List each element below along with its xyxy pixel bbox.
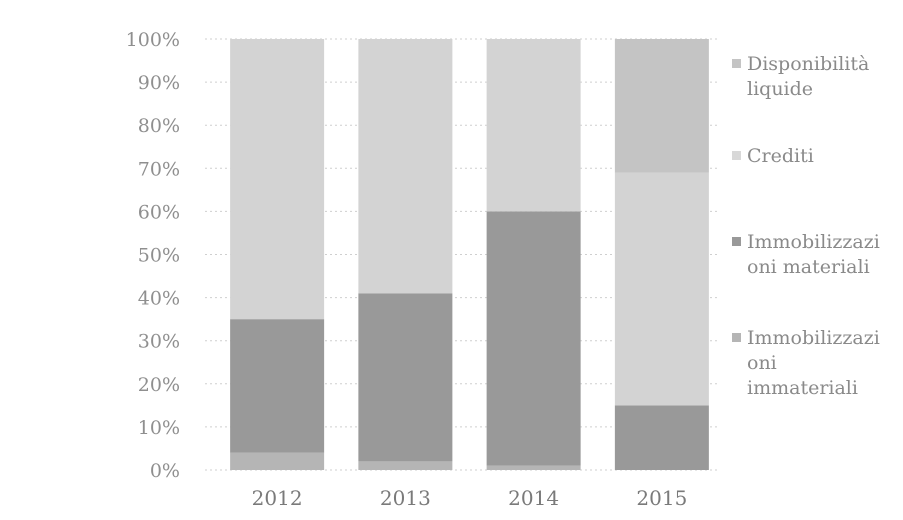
legend-swatch: [732, 333, 741, 342]
y-tick-label: 40%: [138, 288, 180, 310]
bar-segment-2014-2: [486, 39, 581, 212]
legend-label: Immobilizzazi: [747, 231, 880, 253]
x-category-label: 2015: [636, 486, 687, 510]
y-axis: 0% 10% 20% 30% 40% 50% 60% 70% 80% 90% 100%: [126, 29, 180, 482]
y-tick-label: 0%: [150, 460, 180, 482]
bars: [230, 39, 709, 470]
y-tick-label: 30%: [138, 331, 180, 353]
y-tick-label: 90%: [138, 72, 180, 94]
y-tick-label: 100%: [126, 29, 180, 51]
x-category-label: 2012: [252, 486, 303, 510]
legend-label: liquide: [747, 78, 813, 100]
legend-swatch: [732, 59, 741, 68]
bar-segment-2015-2: [614, 172, 709, 406]
legend-label: Crediti: [747, 145, 814, 167]
legend-swatch: [732, 151, 741, 160]
legend-label: oni: [747, 352, 777, 374]
legend-label: Disponibilità: [747, 53, 869, 75]
y-tick-label: 10%: [138, 417, 180, 439]
y-tick-label: 80%: [138, 115, 180, 137]
x-category-label: 2013: [380, 486, 431, 510]
bar-segment-2013-0: [358, 461, 453, 470]
y-tick-label: 60%: [138, 201, 180, 223]
y-tick-label: 20%: [138, 374, 180, 396]
legend-swatch: [732, 237, 741, 246]
bar-segment-2012-2: [230, 39, 325, 320]
bar-segment-2013-1: [358, 293, 453, 462]
bar-segment-2015-3: [614, 39, 709, 173]
bar-segment-2015-1: [614, 405, 709, 470]
bar-segment-2012-0: [230, 452, 325, 470]
bar-segment-2014-0: [486, 465, 581, 470]
legend-label: immateriali: [747, 377, 858, 399]
x-category-label: 2014: [508, 486, 559, 510]
legend-label: Immobilizzazi: [747, 327, 880, 349]
bar-segment-2014-1: [486, 211, 581, 466]
y-tick-label: 70%: [138, 158, 180, 180]
legend-label: oni materiali: [747, 256, 870, 278]
legend: Disponibilità liquide Crediti Immobilizzazi…: [732, 53, 880, 399]
x-axis: 2012 2013 2014 2015: [252, 486, 688, 510]
bar-segment-2013-2: [358, 39, 453, 294]
y-tick-label: 50%: [138, 245, 180, 267]
bar-segment-2012-1: [230, 319, 325, 453]
